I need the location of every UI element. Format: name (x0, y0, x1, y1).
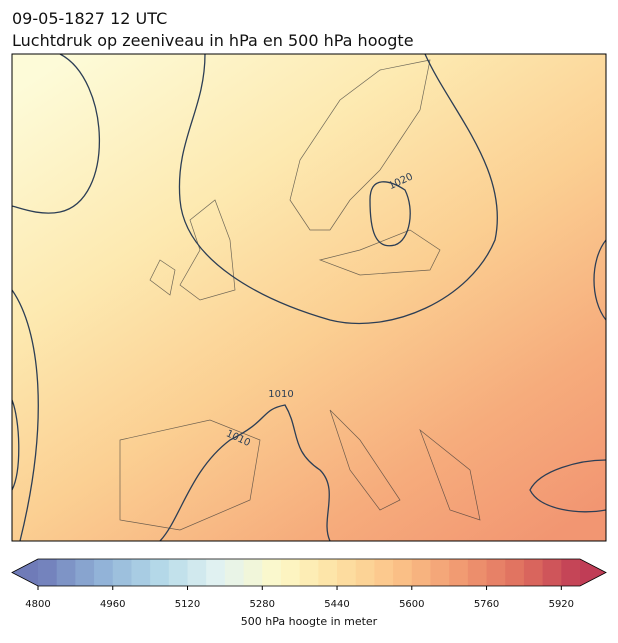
colorbar-segment (355, 559, 375, 586)
colorbar-segment (318, 559, 338, 586)
colorbar-segment (299, 559, 319, 586)
colorbar-extend-high (580, 559, 606, 586)
colorbar-segment (262, 559, 282, 586)
colorbar-segment (75, 559, 95, 586)
colorbar-segment (337, 559, 357, 586)
isobar (12, 399, 20, 491)
colorbar-segment (542, 559, 562, 586)
title: 09-05-1827 12 UTC (12, 9, 167, 28)
subtitle: Luchtdruk op zeeniveau in hPa en 500 hPa… (12, 31, 414, 50)
colorbar-tick-label: 5920 (549, 599, 574, 610)
colorbar: 4800 4960 5120 5280 5440 5600 5760 5920 (11, 558, 607, 610)
isobar (529, 459, 606, 513)
colorbar-segment (393, 559, 413, 586)
isobar (12, 54, 101, 214)
colorbar-segment (374, 559, 394, 586)
colorbar-segment (150, 559, 170, 586)
colorbar-segment (467, 559, 488, 586)
colorbar-segment (523, 559, 544, 586)
colorbar-segment (411, 559, 431, 586)
contour-label: 1010 (268, 389, 293, 400)
colorbar-segment (56, 559, 76, 586)
colorbar-tick-label: 5440 (324, 599, 349, 610)
colorbar-segment (280, 559, 301, 586)
colorbar-label: 500 hPa hoogte in meter (241, 615, 378, 628)
colorbar-outline (11, 558, 607, 587)
coastline (119, 59, 481, 531)
colorbar-segment (486, 559, 506, 586)
isobar (12, 289, 39, 541)
colorbar-segment (505, 559, 525, 586)
colorbar-tick-label: 5280 (250, 599, 275, 610)
colorbar-segment (131, 559, 151, 586)
colorbar-segment (561, 559, 581, 586)
colorbar-segment (38, 559, 58, 586)
map-frame (11, 53, 607, 542)
colorbar-segment (206, 559, 226, 586)
colorbar-tick-label: 5600 (399, 599, 424, 610)
colorbar-segment (449, 559, 469, 586)
colorbar-segment (430, 559, 450, 586)
isobar (159, 404, 331, 541)
colorbar-segment (187, 559, 207, 586)
isobar (178, 54, 498, 325)
colorbar-segment (224, 559, 245, 586)
map (12, 54, 606, 541)
colorbar-segment (94, 559, 114, 586)
colorbar-segment (112, 559, 132, 586)
isobar (369, 181, 411, 247)
colorbar-tick-label: 4960 (100, 599, 125, 610)
isobar (593, 239, 606, 321)
colorbar-tick-label: 5760 (474, 599, 499, 610)
colorbar-tick-label: 4800 (25, 599, 50, 610)
colorbar-segment (168, 559, 189, 586)
colorbar-extend-low (12, 559, 38, 586)
colorbar-tick-label: 5120 (175, 599, 200, 610)
colorbar-segment (243, 559, 263, 586)
map-background (12, 54, 606, 541)
